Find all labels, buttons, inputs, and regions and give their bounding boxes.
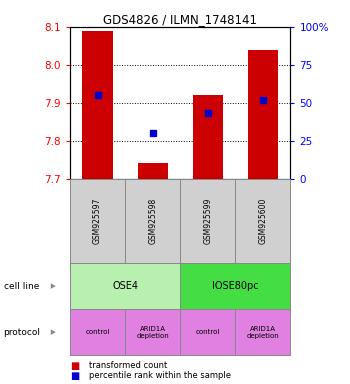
Bar [235, 179, 290, 263]
Bar [82, 31, 113, 179]
Text: cell line: cell line [4, 281, 39, 291]
Text: ■: ■ [70, 371, 79, 381]
Text: GSM925599: GSM925599 [203, 198, 212, 244]
Bar [180, 309, 235, 355]
Bar [180, 179, 235, 263]
Text: transformed count: transformed count [89, 361, 168, 370]
Text: GSM925598: GSM925598 [148, 198, 157, 244]
Polygon shape [51, 329, 56, 335]
Bar [70, 179, 125, 263]
Text: control: control [85, 329, 110, 335]
Bar [235, 309, 290, 355]
Text: IOSE80pc: IOSE80pc [212, 281, 259, 291]
Bar [248, 50, 278, 179]
Bar [138, 163, 168, 179]
Bar [70, 309, 125, 355]
Text: percentile rank within the sample: percentile rank within the sample [89, 371, 231, 380]
Text: ARID1A
depletion: ARID1A depletion [136, 326, 169, 339]
Bar [125, 179, 180, 263]
Text: ARID1A
depletion: ARID1A depletion [246, 326, 279, 339]
Text: GSM925600: GSM925600 [258, 198, 267, 244]
Bar [70, 263, 180, 309]
Polygon shape [51, 283, 56, 289]
Title: GDS4826 / ILMN_1748141: GDS4826 / ILMN_1748141 [103, 13, 257, 26]
Bar [180, 263, 290, 309]
Text: GSM925597: GSM925597 [93, 198, 102, 244]
Text: ■: ■ [70, 361, 79, 371]
Bar [193, 95, 223, 179]
Text: protocol: protocol [4, 328, 41, 337]
Bar [125, 309, 180, 355]
Text: OSE4: OSE4 [112, 281, 138, 291]
Text: control: control [196, 329, 220, 335]
